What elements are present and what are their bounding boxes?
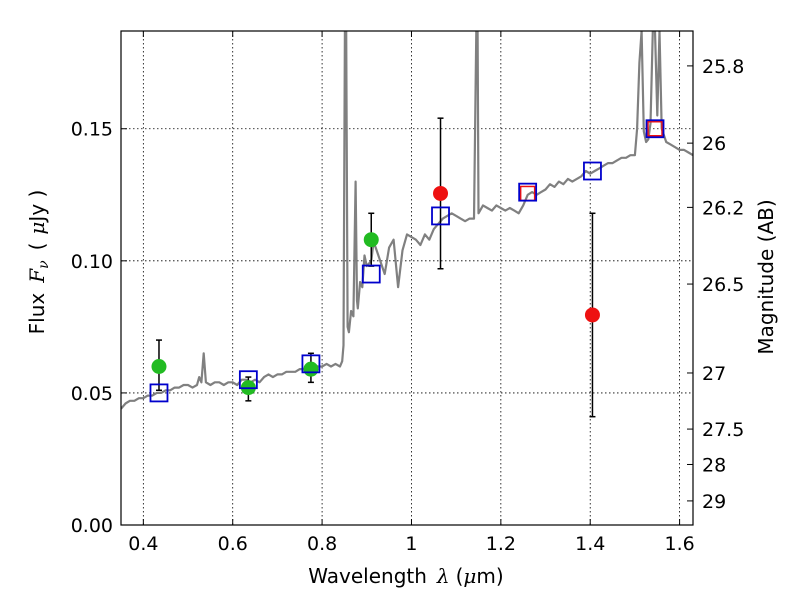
- y2-tick-label: 26: [702, 133, 726, 155]
- x-tick-label: 1.4: [575, 533, 605, 555]
- plot-frame: [120, 30, 694, 526]
- spectrum-line: [121, 31, 693, 410]
- y-axis-title: FluxFν(μJy ): [25, 190, 52, 335]
- x-tick-label: 1.6: [664, 533, 694, 555]
- model-square-marker: [238, 370, 258, 390]
- axis-ticks: 0.4 0.6 0.8 1 1.2 1.4 1.6 0.00 0.05 0.10 0.15 25.8 2…: [71, 31, 744, 555]
- model-square-marker: [361, 264, 381, 284]
- y2-axis-title: Magnitude (AB): [754, 199, 778, 354]
- spectrum-series: [121, 31, 693, 410]
- y-tick-label: 0.15: [71, 119, 113, 141]
- x-tick-label: 0.8: [307, 533, 337, 555]
- model-square-marker: [301, 354, 321, 374]
- data-points: [149, 119, 665, 403]
- y2-tick-label: 29: [702, 491, 726, 513]
- x-tick-label: 1: [405, 533, 417, 555]
- green-point: [303, 361, 319, 377]
- y2-tick-label: 27.5: [702, 419, 744, 441]
- y2-tick-label: 28: [702, 454, 726, 476]
- red-square-marker: [647, 120, 663, 137]
- y-tick-label: 0.10: [71, 251, 113, 273]
- red-point: [433, 185, 449, 201]
- x-tick-label: 0.4: [128, 533, 158, 555]
- grid-lines: [121, 31, 693, 525]
- model-square-marker: [583, 161, 602, 181]
- y2-tick-label: 25.8: [702, 56, 744, 78]
- model-square-marker: [518, 182, 538, 202]
- y2-tick-label: 26.2: [702, 197, 744, 219]
- x-axis-title: Wavelength λ (μm): [308, 564, 503, 588]
- y-tick-label: 0.05: [71, 383, 113, 405]
- red-point: [584, 307, 600, 323]
- model-square-marker: [645, 119, 665, 139]
- error-bars: [155, 117, 596, 418]
- y2-tick-label: 26.5: [702, 274, 744, 296]
- y2-tick-label: 27: [702, 363, 726, 385]
- model-square-marker: [149, 383, 169, 403]
- y-tick-label: 0.00: [71, 515, 113, 537]
- model-square-marker: [431, 206, 450, 226]
- green-point: [151, 358, 167, 374]
- x-tick-label: 1.2: [486, 533, 516, 555]
- x-tick-label: 0.6: [218, 533, 248, 555]
- green-point: [363, 232, 379, 248]
